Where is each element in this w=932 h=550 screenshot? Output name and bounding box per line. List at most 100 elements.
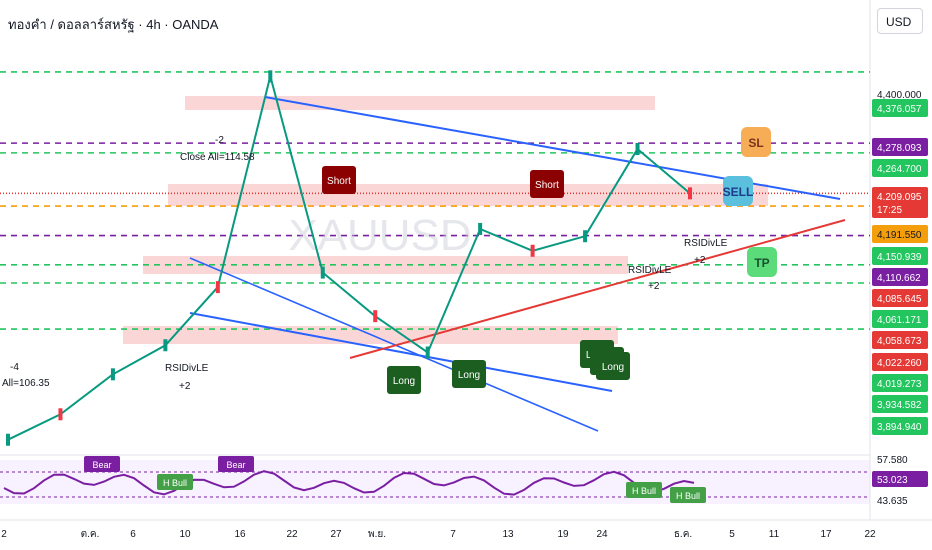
signal-badge-label: Long (602, 362, 624, 373)
time-axis-label: 2 (1, 529, 7, 540)
trade-tag (723, 176, 753, 206)
rsi-tag-label: H Bull (163, 478, 187, 488)
price-axis-badge (872, 200, 928, 218)
signal-badge (452, 360, 486, 388)
price-candle (320, 266, 325, 279)
time-axis-label: 11 (769, 529, 780, 540)
price-axis-label: 4,264.700 (877, 164, 922, 175)
rsi-tag-label: H Bull (676, 491, 700, 501)
signal-badge (530, 170, 564, 198)
rsi-tag-label: Bear (92, 460, 111, 470)
rsi-axis-badge (872, 492, 928, 508)
price-axis-badge (872, 289, 928, 307)
rsi-tag (626, 482, 662, 498)
rsi-axis-badge (872, 471, 928, 487)
price-candle (635, 143, 640, 156)
time-axis-label: 22 (286, 529, 298, 540)
annotation-text: RSIDivLE (628, 265, 672, 276)
annotation-text: -4 (10, 362, 19, 373)
annotation-text: Close All=114.58 (180, 152, 255, 163)
price-axis-badge (872, 374, 928, 392)
trade-tag (747, 247, 777, 277)
price-series-line (7, 72, 691, 441)
rsi-tag (218, 456, 254, 472)
trade-tag-label: SL (748, 136, 763, 150)
price-axis-badge (872, 138, 928, 156)
time-axis-label: 19 (557, 529, 569, 540)
price-axis-label: 4,376.057 (877, 104, 922, 115)
time-axis-label: ธ.ค. (674, 529, 692, 540)
rsi-axis-label: 53.023 (877, 475, 908, 486)
price-candle (373, 310, 378, 323)
trade-tag-label: TP (754, 256, 769, 270)
price-axis-label: 4,278.093 (877, 143, 922, 154)
signal-badge-label: Long (393, 376, 415, 387)
time-axis-label: ต.ค. (81, 529, 100, 540)
trend-support-line (349, 219, 846, 359)
price-candle (530, 244, 535, 257)
annotation-text: +2 (694, 255, 706, 266)
price-axis-label: 4,400.000 (877, 90, 922, 101)
signal-badge-label: Short (535, 180, 559, 191)
currency-select[interactable]: USD (877, 8, 923, 34)
rsi-axis-label: 57.580 (877, 455, 908, 466)
price-axis-badge (872, 85, 928, 103)
price-axis-label: 4,150.939 (877, 252, 922, 263)
watermark: XAUUSD (288, 211, 471, 260)
price-axis-label: 4,191.550 (877, 230, 922, 241)
time-axis-label: 27 (330, 529, 342, 540)
time-axis-label: 6 (130, 529, 136, 540)
price-candle (110, 368, 115, 381)
price-axis-label: 4,110.662 (877, 273, 921, 284)
price-axis-label: 3,894.940 (877, 422, 922, 433)
price-candle (688, 187, 692, 200)
price-candle (583, 230, 588, 243)
price-axis-label: 4,019.273 (877, 379, 922, 390)
rsi-tag-label: Bear (226, 460, 245, 470)
price-candle (215, 281, 220, 294)
price-axis-badge (872, 353, 928, 371)
price-axis-label: 4,061.171 (877, 315, 922, 326)
price-axis-badge (872, 99, 928, 117)
annotation-text: +2 (179, 381, 191, 392)
signal-badge (322, 166, 356, 194)
price-axis-label: 4,209.095 (877, 192, 922, 203)
price-candle (478, 222, 483, 235)
time-axis-label: 22 (864, 529, 876, 540)
price-axis-badge (872, 310, 928, 328)
price-axis-label: 4,085.645 (877, 294, 922, 305)
signal-badge-label: Long (458, 370, 480, 381)
channel-lower-line (189, 312, 613, 392)
price-candle (268, 70, 273, 83)
price-axis-badge (872, 331, 928, 349)
price-axis-badge (872, 395, 928, 413)
price-axis-label: 4,022.260 (877, 358, 922, 369)
trade-tag-label: SELL (723, 185, 754, 199)
annotation-text: RSIDivLE (165, 363, 209, 374)
time-axis-label: 10 (179, 529, 191, 540)
channel-lower-line-2 (189, 257, 599, 432)
rsi-tag (84, 456, 120, 472)
price-axis-badge (872, 247, 928, 265)
time-axis-label: 13 (502, 529, 514, 540)
signal-badge (596, 352, 630, 380)
price-axis-badge (872, 159, 928, 177)
price-candle (58, 408, 63, 421)
time-axis-label: 7 (450, 529, 456, 540)
price-axis-label: 3,934.582 (877, 400, 922, 411)
signal-badge-label: Short (327, 176, 351, 187)
time-axis-label: 5 (729, 529, 735, 540)
rsi-tag-label: H Bull (632, 486, 656, 496)
time-axis-label: 16 (234, 529, 246, 540)
signal-badge (387, 366, 421, 394)
rsi-axis-badge (872, 451, 928, 467)
price-axis-label: 4,058.673 (877, 336, 922, 347)
rsi-tag (157, 474, 193, 490)
trade-tag (741, 127, 771, 157)
price-candle (6, 433, 10, 446)
rsi-line (3, 470, 695, 496)
rsi-axis-label: 43.635 (877, 496, 908, 507)
price-axis-label: 17:25 (877, 205, 902, 216)
annotation-text: RSIDivLE (684, 238, 728, 249)
